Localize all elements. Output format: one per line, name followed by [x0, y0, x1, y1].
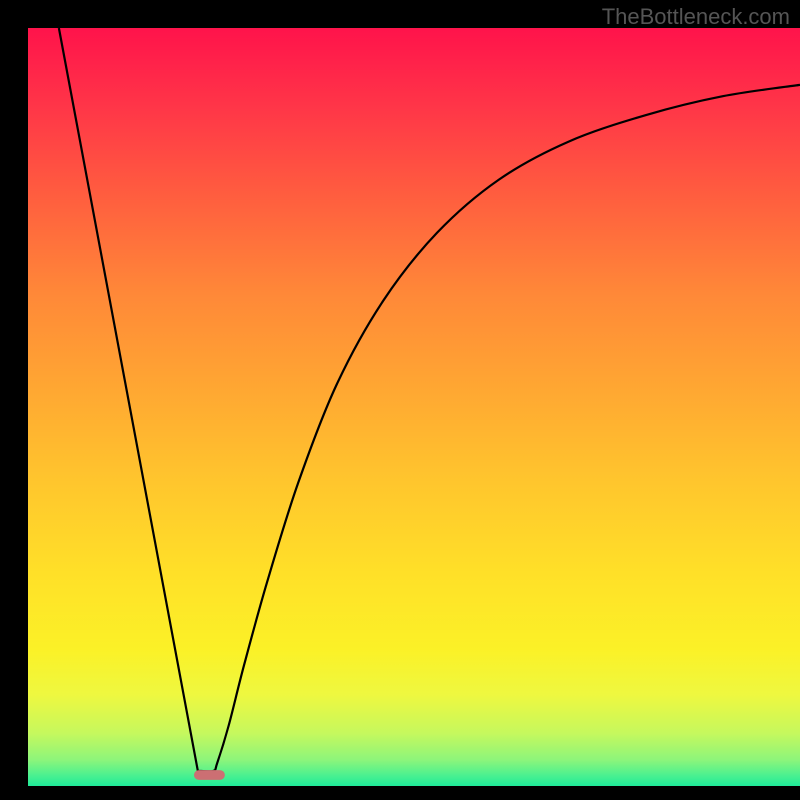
plot-background [28, 28, 800, 786]
optimum-marker [194, 770, 225, 780]
watermark-text: TheBottleneck.com [602, 4, 790, 30]
bottleneck-chart [0, 0, 800, 800]
chart-container: TheBottleneck.com [0, 0, 800, 800]
